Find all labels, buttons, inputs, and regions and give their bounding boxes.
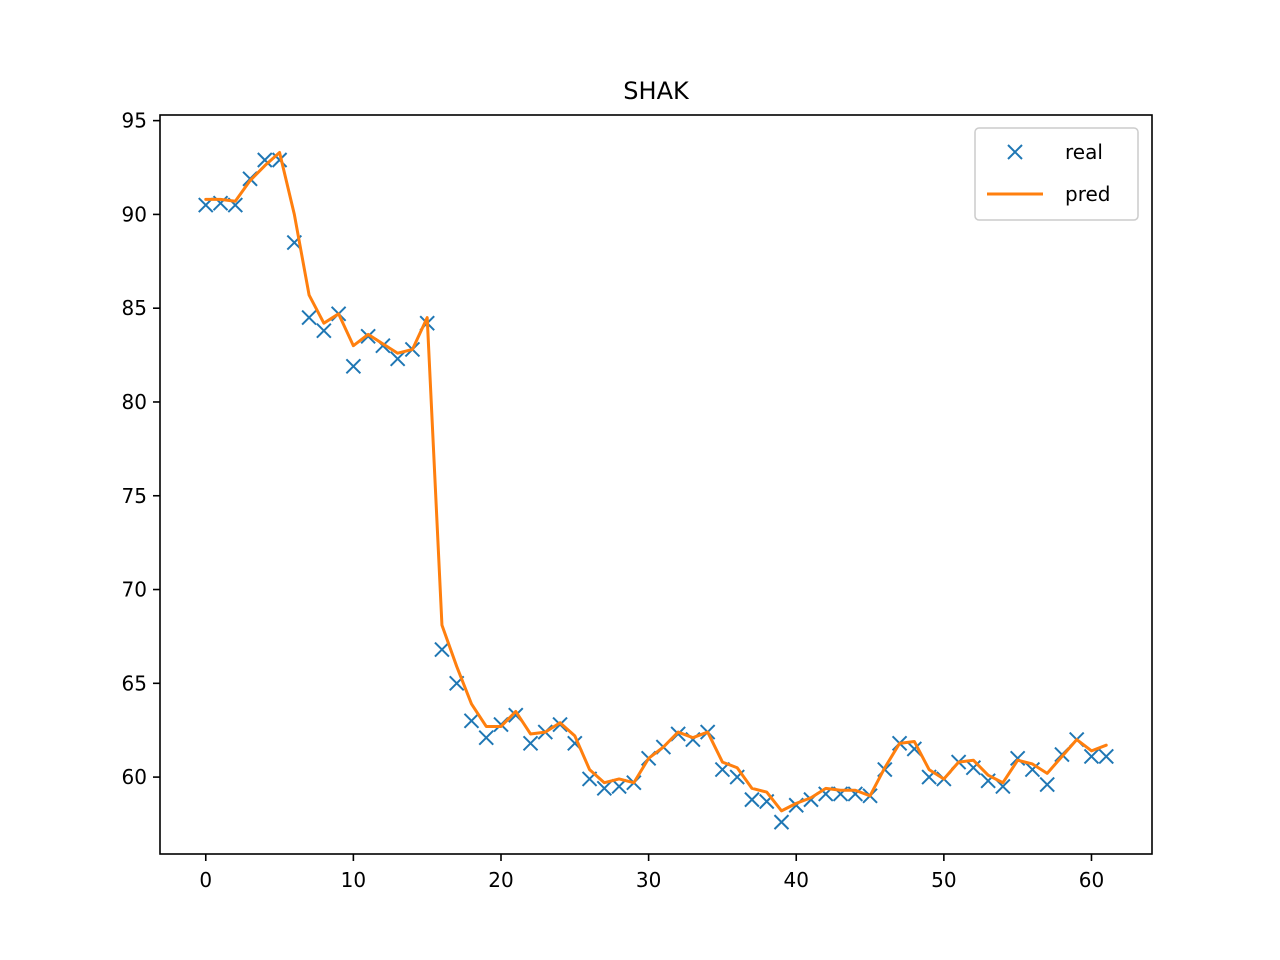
series-real-point xyxy=(257,152,273,168)
x-tick-label: 60 xyxy=(1079,868,1104,892)
series-real-point xyxy=(1098,748,1114,765)
series-real-point xyxy=(906,741,923,757)
axes: 0 10 20 30 40 50 60 60 65 70 75 80 85 90 95 xyxy=(122,109,1153,892)
y-tick-label: 80 xyxy=(122,390,147,414)
y-tick-label: 65 xyxy=(122,671,147,695)
series-real-point xyxy=(773,814,790,830)
y-tick-label: 60 xyxy=(122,765,147,789)
legend-pred-label: pred xyxy=(1065,182,1110,206)
chart-title: SHAK xyxy=(623,77,690,105)
series-real-point xyxy=(345,358,362,375)
legend: real pred xyxy=(974,127,1139,221)
legend-box xyxy=(974,127,1139,221)
series-real-point xyxy=(744,791,760,808)
series-real-point xyxy=(463,713,480,729)
y-tick-label: 85 xyxy=(122,296,147,320)
x-tick-label: 30 xyxy=(636,868,661,892)
series-real-point xyxy=(522,735,539,752)
series-real-point xyxy=(316,322,332,339)
series-real-point xyxy=(389,351,406,367)
x-tick-label: 10 xyxy=(341,868,366,892)
series-real-point xyxy=(611,778,627,795)
series-pred-line xyxy=(204,151,1108,813)
y-tick-label: 75 xyxy=(122,484,147,508)
series-real-point xyxy=(1083,748,1100,765)
x-tick-label: 40 xyxy=(784,868,809,892)
series-real-point xyxy=(301,309,317,326)
series-real-point xyxy=(434,641,450,658)
y-tick-label: 70 xyxy=(122,578,147,602)
series-real-point xyxy=(1009,750,1026,767)
plot-area xyxy=(198,151,1114,830)
series-real-point xyxy=(596,780,613,797)
series-real-point xyxy=(478,730,494,746)
axes-frame xyxy=(159,114,1153,855)
legend-real-label: real xyxy=(1065,140,1103,164)
x-tick-label: 0 xyxy=(199,868,212,892)
x-tick-label: 20 xyxy=(488,868,513,892)
y-tick-label: 90 xyxy=(122,202,147,226)
series-real-point xyxy=(1024,761,1041,778)
x-tick-label: 50 xyxy=(931,868,956,892)
y-tick-label: 95 xyxy=(122,109,147,133)
legend-real-swatch xyxy=(1007,144,1023,160)
series-real-point xyxy=(1039,776,1055,793)
